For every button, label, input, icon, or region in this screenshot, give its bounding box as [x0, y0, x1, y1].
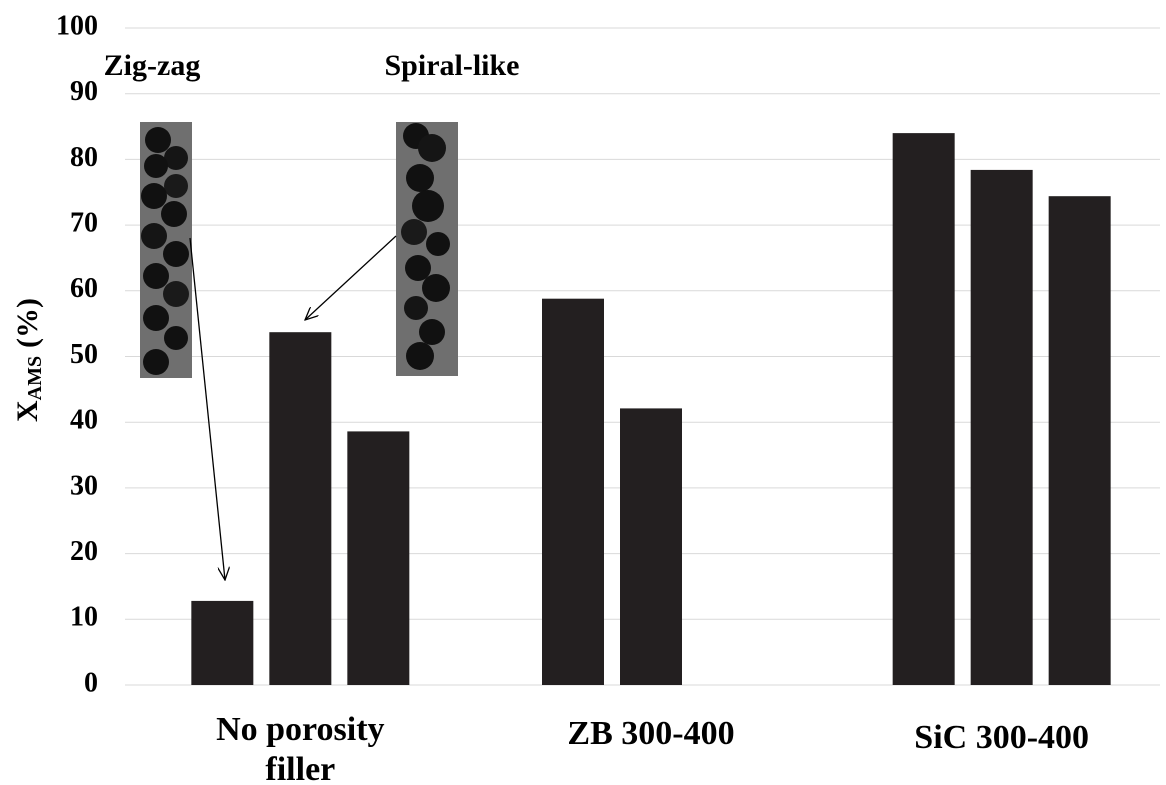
- y-tick-label: 80: [70, 142, 98, 173]
- bar: [1048, 196, 1111, 685]
- annotation-arrow: [305, 235, 397, 320]
- y-tick-label: 10: [70, 602, 98, 633]
- bar: [892, 133, 955, 685]
- x-tick-label: ZB 300-400: [567, 715, 735, 752]
- y-tick-label: 100: [56, 10, 98, 41]
- y-tick-label: 50: [70, 339, 98, 370]
- annotation-arrow: [189, 237, 225, 580]
- y-tick-label: 0: [84, 667, 98, 698]
- bar: [191, 600, 254, 685]
- x-tick-label: SiC 300-400: [914, 719, 1090, 756]
- bar: [620, 408, 682, 685]
- y-axis-label-main: X: [11, 400, 44, 422]
- bar: [269, 332, 332, 685]
- tube-image: [140, 122, 192, 378]
- y-tick-label: 70: [70, 208, 98, 239]
- tube-image: [396, 122, 458, 376]
- x-tick-label: No porosity filler: [216, 711, 385, 785]
- y-axis-label-sub: AMS: [24, 356, 46, 400]
- y-tick-label: 30: [70, 470, 98, 501]
- bar: [542, 298, 604, 685]
- y-axis-label-unit: (%): [11, 298, 44, 348]
- annotation: Zig-zag: [104, 49, 201, 82]
- y-tick-label: 60: [70, 273, 98, 304]
- annotation: Spiral-like: [384, 49, 519, 82]
- y-tick-label: 40: [70, 405, 98, 436]
- y-tick-label: 20: [70, 536, 98, 567]
- y-tick-label: 90: [70, 76, 98, 107]
- y-axis-label: XAMS (%): [11, 298, 46, 422]
- bar: [970, 169, 1033, 686]
- bar: [347, 431, 410, 685]
